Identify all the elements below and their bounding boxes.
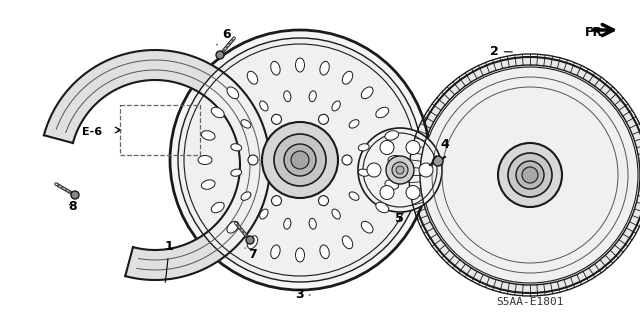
Ellipse shape <box>376 107 388 118</box>
Circle shape <box>386 156 414 184</box>
Ellipse shape <box>376 202 388 213</box>
Ellipse shape <box>231 144 242 151</box>
Ellipse shape <box>247 236 258 249</box>
Ellipse shape <box>349 192 359 200</box>
Ellipse shape <box>342 236 353 249</box>
Ellipse shape <box>385 180 399 189</box>
Circle shape <box>342 155 352 165</box>
Ellipse shape <box>284 91 291 102</box>
Ellipse shape <box>211 202 224 213</box>
Circle shape <box>271 114 282 124</box>
Ellipse shape <box>320 245 330 259</box>
Ellipse shape <box>271 61 280 75</box>
Ellipse shape <box>358 144 369 151</box>
Circle shape <box>422 67 638 283</box>
Ellipse shape <box>241 120 251 128</box>
Ellipse shape <box>260 101 268 111</box>
Ellipse shape <box>332 209 340 219</box>
Circle shape <box>271 196 282 206</box>
Circle shape <box>433 156 443 166</box>
Circle shape <box>367 163 381 177</box>
Text: S5AA-E1801: S5AA-E1801 <box>496 297 564 307</box>
Circle shape <box>274 134 326 186</box>
Circle shape <box>71 191 79 199</box>
Ellipse shape <box>241 192 251 200</box>
Ellipse shape <box>202 131 215 140</box>
Ellipse shape <box>362 87 373 99</box>
Text: E-6: E-6 <box>82 127 102 137</box>
Ellipse shape <box>385 131 399 140</box>
Circle shape <box>516 161 544 189</box>
Text: FR.: FR. <box>585 26 608 39</box>
Text: 8: 8 <box>68 200 77 213</box>
Text: 6: 6 <box>217 28 230 45</box>
Ellipse shape <box>271 245 280 259</box>
Ellipse shape <box>231 169 242 176</box>
Circle shape <box>358 128 442 212</box>
Circle shape <box>392 162 408 178</box>
Text: 1: 1 <box>165 240 173 282</box>
Ellipse shape <box>362 221 373 233</box>
Ellipse shape <box>284 218 291 229</box>
Ellipse shape <box>358 169 369 176</box>
Ellipse shape <box>309 91 316 102</box>
Circle shape <box>248 155 258 165</box>
Circle shape <box>291 151 309 169</box>
Bar <box>120 105 200 155</box>
Circle shape <box>419 163 433 177</box>
Circle shape <box>262 122 338 198</box>
Ellipse shape <box>202 180 215 189</box>
Text: 4: 4 <box>431 138 449 163</box>
Ellipse shape <box>309 218 316 229</box>
Text: 3: 3 <box>295 288 310 301</box>
Circle shape <box>406 186 420 199</box>
Circle shape <box>412 57 640 293</box>
Circle shape <box>319 114 328 124</box>
Circle shape <box>380 186 394 199</box>
Ellipse shape <box>388 156 402 164</box>
Ellipse shape <box>198 156 212 164</box>
Text: 5: 5 <box>395 212 404 225</box>
Circle shape <box>498 143 562 207</box>
Circle shape <box>246 236 254 244</box>
Ellipse shape <box>227 87 239 99</box>
Circle shape <box>380 140 394 155</box>
Ellipse shape <box>247 71 258 84</box>
Ellipse shape <box>211 107 224 118</box>
Circle shape <box>406 140 420 155</box>
Ellipse shape <box>320 61 330 75</box>
Circle shape <box>170 30 430 290</box>
Circle shape <box>284 144 316 176</box>
Ellipse shape <box>260 209 268 219</box>
Ellipse shape <box>332 101 340 111</box>
Ellipse shape <box>342 71 353 84</box>
Circle shape <box>216 51 224 59</box>
Ellipse shape <box>349 120 359 128</box>
Circle shape <box>319 196 328 206</box>
Circle shape <box>508 153 552 197</box>
Ellipse shape <box>296 248 305 262</box>
Ellipse shape <box>296 58 305 72</box>
Circle shape <box>522 167 538 183</box>
Circle shape <box>396 166 404 174</box>
Text: 2: 2 <box>490 45 512 58</box>
Polygon shape <box>44 50 270 280</box>
Ellipse shape <box>227 221 239 233</box>
Circle shape <box>178 38 422 282</box>
Text: 7: 7 <box>245 248 257 261</box>
